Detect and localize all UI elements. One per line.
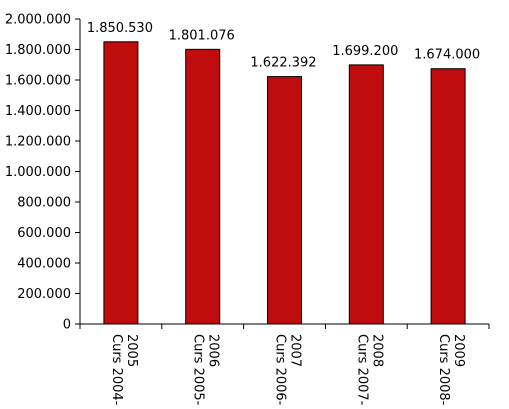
y-tick-label: 400.000 [17,257,71,272]
category-labels: Curs 2004- 2005 Curs 2005- 2006 Curs 2006- 20… [109,334,466,406]
category-label-line: Curs 2005- [191,334,206,406]
y-tick-label: 1.800.000 [5,43,71,58]
y-tick-label: 1.200.000 [5,135,71,150]
bar [348,64,384,325]
category-label-line: Curs 2008- [436,334,451,406]
category-label-line: 2009 [451,334,466,367]
y-tick-label: 600.000 [17,226,71,241]
data-label: 1.674.000 [414,48,480,63]
category-label-line: 2007 [288,334,303,367]
data-label: 1.801.076 [169,28,235,43]
axes [79,19,490,329]
y-tick-label: 0 [63,318,71,333]
data-label: 1.699.200 [332,44,398,59]
bar [103,41,139,325]
y-tick-label: 800.000 [17,196,71,211]
category-label: Curs 2008- 2009 [436,334,466,406]
bar [430,68,466,325]
data-label: 1.850.530 [87,21,153,36]
data-labels: 1.850.530 1.801.076 1.622.392 1.699.200 1.67… [87,21,480,71]
y-tick-label: 1.600.000 [5,74,71,89]
category-label-line: Curs 2006- [273,334,288,406]
category-label-line: Curs 2007- [354,334,369,406]
y-axis-ticks: 0 200.000 400.000 600.000 800.000 1.000.000 1.… [5,13,80,333]
category-label: Curs 2004- 2005 [109,334,139,406]
y-tick-label: 200.000 [17,287,71,302]
category-label: Curs 2006- 2007 [273,334,303,406]
bar [267,76,302,325]
y-tick-label: 1.000.000 [5,165,71,180]
category-label-line: 2008 [369,334,384,367]
category-label-line: 2005 [124,334,139,367]
bar [185,48,221,325]
category-label-line: Curs 2004- [109,334,124,406]
y-tick-label: 1.400.000 [5,104,71,119]
bars [103,41,466,325]
category-label: Curs 2007- 2008 [354,334,384,406]
y-tick-label: 2.000.000 [5,13,71,28]
category-label: Curs 2005- 2006 [191,334,221,406]
category-label-line: 2006 [206,334,221,367]
data-label: 1.622.392 [250,56,316,71]
